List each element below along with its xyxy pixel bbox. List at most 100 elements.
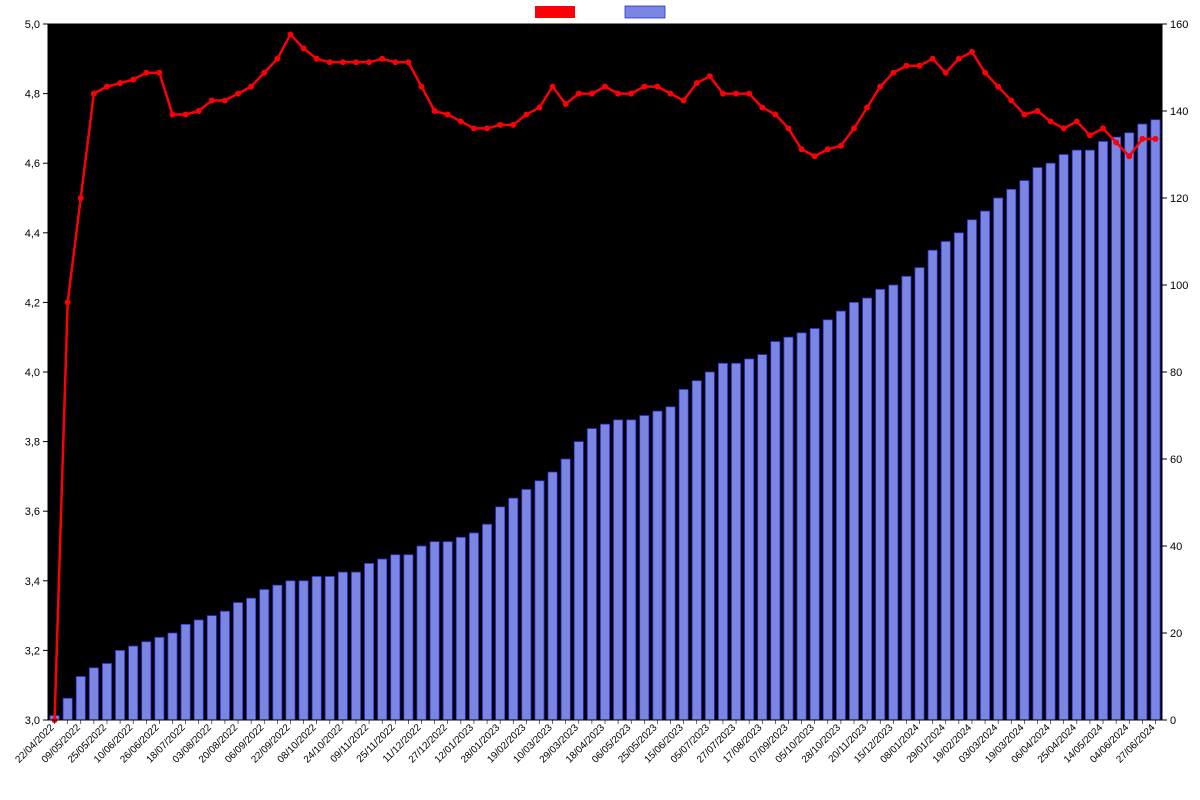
bar xyxy=(653,411,662,720)
y-right-tick-label: 160 xyxy=(1170,19,1188,31)
line-marker xyxy=(969,49,975,55)
line-marker xyxy=(405,59,411,65)
line-marker xyxy=(117,80,123,86)
y-right-tick-label: 40 xyxy=(1170,541,1182,553)
combo-chart: 3,03,23,43,63,84,04,24,44,64,85,00204060… xyxy=(0,0,1200,800)
y-left-tick-label: 3,2 xyxy=(25,645,40,657)
line-marker xyxy=(287,31,293,37)
bar xyxy=(194,620,203,720)
line-marker xyxy=(628,91,634,97)
line-marker xyxy=(1087,132,1093,138)
bar xyxy=(365,563,374,720)
bar xyxy=(378,559,387,720)
line-marker xyxy=(170,111,176,117)
bar xyxy=(456,537,465,720)
y-right-tick-label: 0 xyxy=(1170,715,1176,727)
bar xyxy=(469,533,478,720)
y-right-tick-label: 120 xyxy=(1170,193,1188,205)
line-marker xyxy=(156,70,162,76)
line-marker xyxy=(825,146,831,152)
line-marker xyxy=(458,118,464,124)
line-marker xyxy=(1100,125,1106,131)
bar xyxy=(1046,163,1055,720)
line-marker xyxy=(785,125,791,131)
y-right-tick-label: 140 xyxy=(1170,106,1188,118)
y-left-tick-label: 4,8 xyxy=(25,89,40,101)
line-marker xyxy=(536,105,542,111)
line-marker xyxy=(130,77,136,83)
line-marker xyxy=(1139,136,1145,142)
bar xyxy=(220,611,229,720)
line-marker xyxy=(956,56,962,62)
bar xyxy=(404,555,413,720)
bar xyxy=(102,663,111,720)
bar xyxy=(1059,155,1068,721)
line-marker xyxy=(982,70,988,76)
bar xyxy=(574,442,583,720)
bar xyxy=(640,416,649,721)
bar xyxy=(863,298,872,720)
line-marker xyxy=(235,91,241,97)
line-marker xyxy=(327,59,333,65)
bar xyxy=(902,276,911,720)
bar xyxy=(889,285,898,720)
line-marker xyxy=(523,111,529,117)
line-marker xyxy=(1048,118,1054,124)
bar xyxy=(1151,120,1160,720)
bar xyxy=(391,555,400,720)
bar xyxy=(561,459,570,720)
line-marker xyxy=(589,91,595,97)
bar xyxy=(273,585,282,720)
y-right-tick-label: 20 xyxy=(1170,628,1182,640)
line-marker xyxy=(445,111,451,117)
line-marker xyxy=(353,59,359,65)
line-marker xyxy=(314,56,320,62)
line-marker xyxy=(694,80,700,86)
bar xyxy=(482,524,491,720)
bar xyxy=(207,616,216,720)
line-marker xyxy=(733,91,739,97)
line-marker xyxy=(917,63,923,69)
bar xyxy=(731,363,740,720)
line-marker xyxy=(759,105,765,111)
bar xyxy=(876,289,885,720)
bar xyxy=(496,507,505,720)
y-left-tick-label: 4,0 xyxy=(25,367,40,379)
line-marker xyxy=(248,84,254,90)
y-right-tick-label: 100 xyxy=(1170,280,1188,292)
line-marker xyxy=(1034,108,1040,114)
bar xyxy=(299,581,308,720)
line-marker xyxy=(563,101,569,107)
line-marker xyxy=(484,125,490,131)
bar xyxy=(705,372,714,720)
bar xyxy=(443,542,452,720)
bar xyxy=(417,546,426,720)
bar xyxy=(745,359,754,720)
bar xyxy=(1138,124,1147,720)
legend-swatch-line xyxy=(535,6,575,18)
bar xyxy=(129,646,138,720)
line-marker xyxy=(432,108,438,114)
line-marker xyxy=(209,98,215,104)
bar xyxy=(679,389,688,720)
bar xyxy=(89,668,98,720)
bar xyxy=(810,329,819,721)
bar xyxy=(76,677,85,721)
line-marker xyxy=(930,56,936,62)
line-marker xyxy=(143,70,149,76)
bar xyxy=(63,698,72,720)
line-marker xyxy=(1021,111,1027,117)
bar xyxy=(915,268,924,720)
bar xyxy=(692,381,701,720)
bar xyxy=(509,498,518,720)
line-marker xyxy=(799,146,805,152)
line-marker xyxy=(890,70,896,76)
line-marker xyxy=(864,105,870,111)
bar xyxy=(548,472,557,720)
line-marker xyxy=(720,91,726,97)
y-left-tick-label: 3,4 xyxy=(25,576,40,588)
line-marker xyxy=(654,84,660,90)
bar xyxy=(247,598,256,720)
bar xyxy=(115,650,124,720)
line-marker xyxy=(379,56,385,62)
